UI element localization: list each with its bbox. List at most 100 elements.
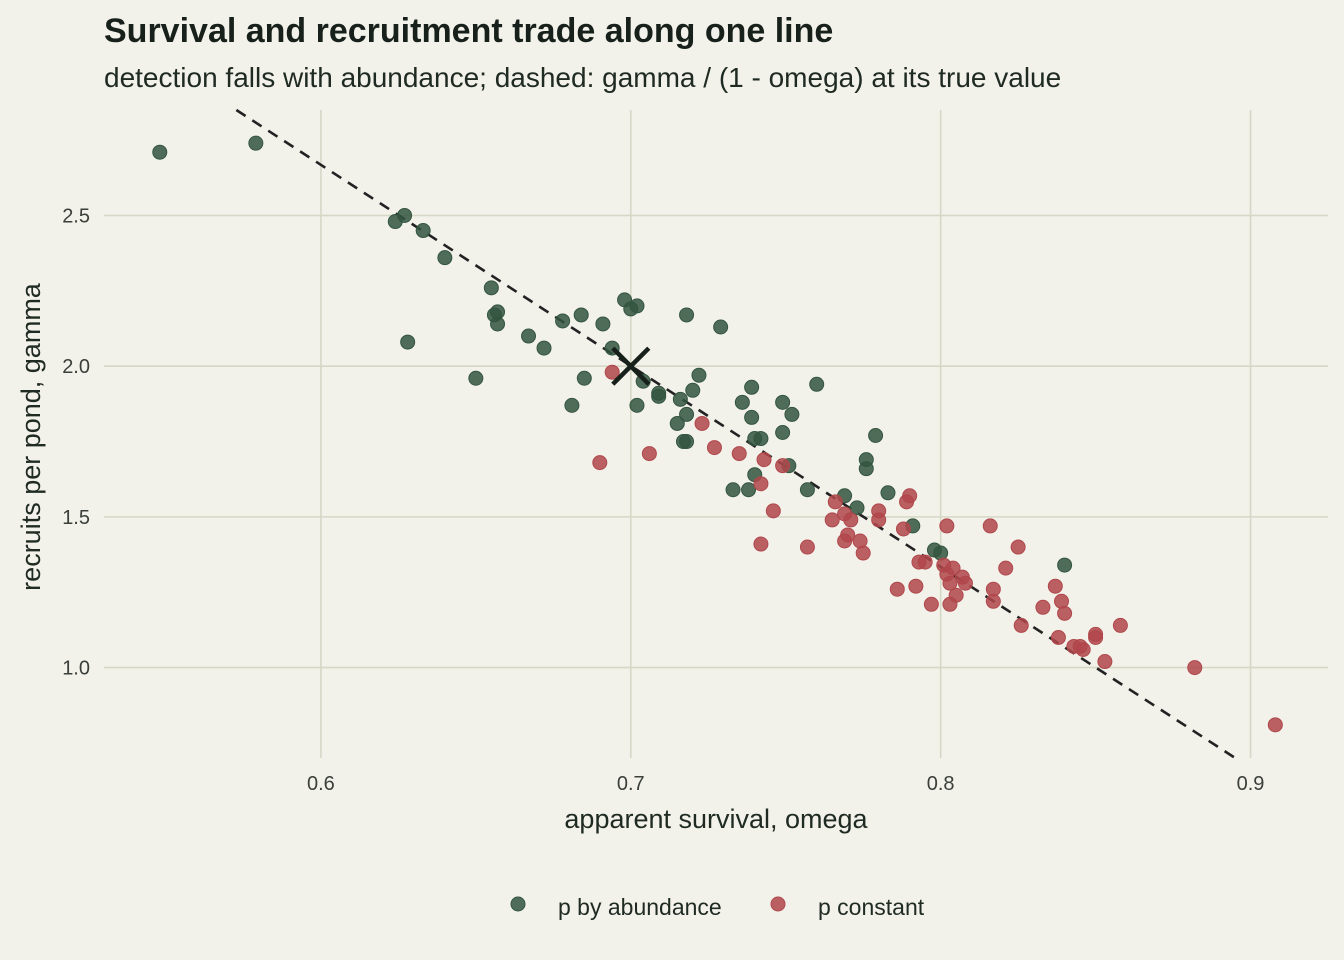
data-point <box>555 313 571 329</box>
data-point <box>691 367 707 383</box>
data-point <box>948 587 964 603</box>
data-point <box>1035 599 1051 615</box>
data-point <box>679 307 695 323</box>
data-point <box>1187 660 1203 676</box>
x-tick-label: 0.9 <box>1237 773 1265 795</box>
data-point <box>753 476 769 492</box>
data-point <box>908 578 924 594</box>
data-point <box>1088 629 1104 645</box>
data-point <box>651 388 667 404</box>
data-point <box>679 406 695 422</box>
data-point <box>753 431 769 447</box>
data-point <box>734 394 750 410</box>
data-point <box>799 539 815 555</box>
data-point <box>855 545 871 561</box>
data-point <box>672 391 688 407</box>
data-point <box>248 135 264 151</box>
x-tick-label: 0.7 <box>617 773 645 795</box>
chart-subtitle: detection falls with abundance; dashed: … <box>104 62 1062 93</box>
data-point <box>753 536 769 552</box>
data-point <box>889 581 905 597</box>
data-point <box>1267 717 1283 733</box>
y-tick-label: 1.0 <box>62 658 90 680</box>
data-point <box>923 596 939 612</box>
chart-title: Survival and recruitment trade along one… <box>104 12 834 50</box>
data-point <box>827 494 843 510</box>
data-point <box>744 379 760 395</box>
data-point <box>775 424 791 440</box>
y-axis-title: recruits per pond, gamma <box>16 282 46 591</box>
data-point <box>744 409 760 425</box>
data-point <box>725 482 741 498</box>
data-point <box>415 223 431 239</box>
reference-line-layer <box>235 108 1236 760</box>
data-point <box>573 307 589 323</box>
true-value-marker-layer <box>611 346 651 386</box>
data-point <box>490 316 506 332</box>
data-point <box>629 298 645 314</box>
data-point <box>982 518 998 534</box>
data-point <box>669 415 685 431</box>
data-point <box>799 482 815 498</box>
data-point <box>824 512 840 528</box>
data-point <box>1010 539 1026 555</box>
reference-line <box>235 108 1236 760</box>
data-point <box>706 440 722 456</box>
data-point <box>604 364 620 380</box>
data-points <box>152 135 1283 733</box>
y-tick-label: 2.0 <box>62 356 90 378</box>
data-point <box>809 376 825 392</box>
legend-label: p constant <box>818 894 925 920</box>
data-point <box>880 485 896 501</box>
legend-marker <box>770 896 786 912</box>
data-point <box>483 280 499 296</box>
data-point <box>843 512 859 528</box>
grid-lines <box>104 110 1328 758</box>
data-point <box>679 434 695 450</box>
data-point <box>468 370 484 386</box>
data-point <box>775 394 791 410</box>
legend: p by abundance p constant <box>510 894 925 920</box>
data-point <box>942 575 958 591</box>
data-point <box>1047 578 1063 594</box>
data-point <box>784 406 800 422</box>
x-axis-title: apparent survival, omega <box>564 804 868 834</box>
legend-marker <box>510 896 526 912</box>
data-point <box>858 461 874 477</box>
data-point <box>957 575 973 591</box>
data-point <box>840 527 856 543</box>
data-point <box>694 415 710 431</box>
data-point <box>1057 605 1073 621</box>
data-point <box>741 482 757 498</box>
data-point <box>1097 654 1113 670</box>
data-point <box>1050 629 1066 645</box>
data-point <box>765 503 781 519</box>
data-point <box>437 250 453 266</box>
y-tick-label: 2.5 <box>62 205 90 227</box>
data-point <box>536 340 552 356</box>
data-point <box>713 319 729 335</box>
data-point <box>152 144 168 160</box>
data-point <box>685 382 701 398</box>
data-point <box>985 593 1001 609</box>
data-point <box>592 455 608 471</box>
y-tick-label: 1.5 <box>62 507 90 529</box>
data-point <box>756 452 772 468</box>
legend-label: p by abundance <box>558 894 722 920</box>
data-point <box>576 370 592 386</box>
data-point <box>1013 617 1029 633</box>
data-point <box>400 334 416 350</box>
data-point <box>868 428 884 444</box>
data-point <box>939 518 955 534</box>
data-point <box>1057 557 1073 573</box>
x-tick-label: 0.6 <box>307 773 335 795</box>
data-point <box>945 560 961 576</box>
data-point <box>917 554 933 570</box>
data-point <box>564 397 580 413</box>
data-point <box>871 512 887 528</box>
data-point <box>895 521 911 537</box>
data-point <box>641 446 657 462</box>
data-point <box>998 560 1014 576</box>
data-point <box>1112 617 1128 633</box>
